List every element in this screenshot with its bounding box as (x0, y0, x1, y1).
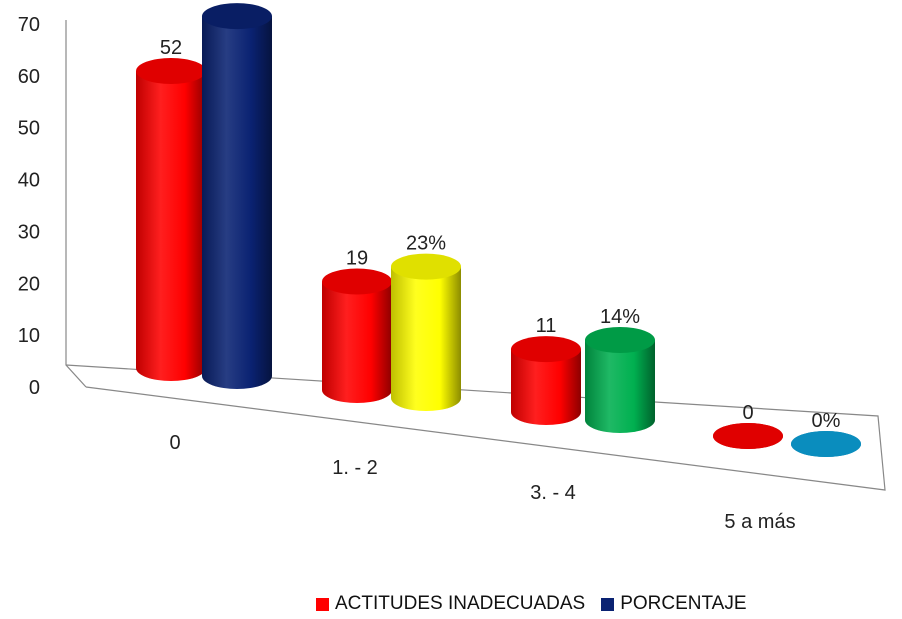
y-tick-label: 50 (18, 118, 40, 140)
bar-top (136, 58, 206, 84)
legend-label-porcentaje: PORCENTAJE (620, 593, 747, 614)
y-tick-label: 0 (29, 377, 40, 399)
data-label: 23% (406, 233, 446, 255)
bar-top (202, 3, 272, 30)
y-tick-label: 20 (18, 273, 40, 295)
y-tick-label: 70 (18, 14, 40, 36)
floor-outline (65, 364, 886, 491)
x-tick-label: 1. - 2 (332, 457, 378, 479)
bars: 52 19 11 0 63% 23% 14% 0% (136, 0, 861, 457)
data-label: 11 (536, 315, 557, 337)
bar-body (511, 349, 581, 425)
x-axis-ticks: 0 1. - 2 3. - 4 5 a más (169, 432, 795, 533)
bar-top (511, 336, 581, 363)
data-label: 0% (812, 410, 841, 432)
bar-body (391, 266, 461, 411)
bar-top (391, 253, 461, 280)
bar-actitudes-1: 19 (322, 247, 392, 403)
bar-body (322, 281, 392, 403)
legend: ACTITUDES INADECUADAS PORCENTAJE (316, 592, 763, 616)
legend-label-actitudes: ACTITUDES INADECUADAS (335, 593, 586, 614)
data-label: 63% (217, 0, 257, 4)
bar-porcentaje-0: 63% (202, 0, 272, 390)
x-tick-label: 3. - 4 (530, 482, 576, 504)
y-tick-label: 60 (18, 66, 40, 88)
x-tick-label: 5 a más (724, 511, 795, 533)
legend-swatch-actitudes (316, 597, 329, 611)
legend-item-porcentaje: PORCENTAJE (601, 593, 747, 615)
data-label: 52 (160, 37, 182, 59)
bar-top (585, 327, 655, 354)
y-axis-ticks: 0 10 20 30 40 50 60 70 (18, 14, 40, 399)
bar-body (136, 71, 206, 381)
bar-porcentaje-2: 14% (585, 306, 655, 433)
bar-actitudes-3: 0 (713, 402, 783, 449)
bar-actitudes-2: 11 (511, 315, 581, 425)
data-label: 0 (742, 402, 753, 424)
legend-swatch-porcentaje (601, 597, 615, 611)
bar-porcentaje-3: 0% (791, 410, 861, 457)
bar-body (585, 340, 655, 433)
legend-item-actitudes: ACTITUDES INADECUADAS (316, 593, 585, 615)
chart-walls (65, 20, 886, 491)
data-label: 14% (600, 306, 640, 328)
x-tick-label: 0 (169, 432, 180, 454)
data-label: 19 (346, 247, 368, 269)
bar-porcentaje-1: 23% (391, 233, 461, 411)
y-tick-label: 10 (18, 325, 40, 347)
bar-top (791, 431, 861, 457)
bar-top (713, 423, 783, 449)
back-wall-line (65, 20, 87, 388)
bar-body (202, 16, 272, 390)
y-tick-label: 30 (18, 221, 40, 243)
bar-top (322, 268, 392, 295)
y-tick-label: 40 (18, 170, 40, 192)
bar-actitudes-0: 52 (136, 37, 206, 381)
